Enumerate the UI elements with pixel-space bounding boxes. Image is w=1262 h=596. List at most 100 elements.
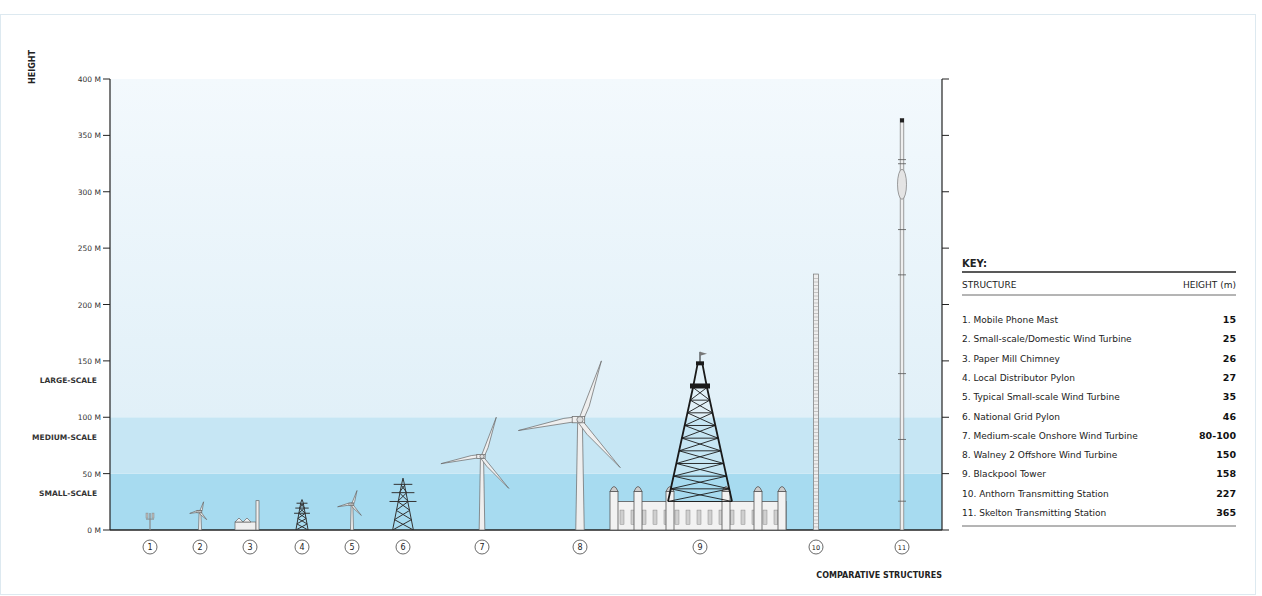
band-label: LARGE-SCALE — [40, 376, 97, 385]
brace — [401, 484, 407, 492]
tick-label: 400 M — [78, 75, 101, 84]
rung — [814, 460, 819, 461]
category-circle — [693, 540, 707, 554]
window — [730, 510, 734, 524]
category-circle — [475, 540, 489, 554]
rung — [814, 285, 819, 286]
rung — [814, 306, 819, 307]
key-name: 5. Typical Small-scale Wind Turbine — [962, 392, 1120, 402]
rung — [814, 404, 819, 405]
rung — [814, 331, 819, 332]
brace — [393, 520, 412, 530]
crossarm — [392, 492, 415, 493]
brace — [299, 503, 303, 508]
nacelle — [349, 503, 354, 505]
crossarm — [297, 503, 308, 504]
brace — [671, 489, 732, 502]
rung — [814, 457, 819, 458]
category-label: 4 — [299, 543, 304, 552]
rung — [814, 327, 819, 328]
rung — [814, 401, 819, 402]
tower — [479, 456, 485, 530]
brace — [676, 451, 721, 464]
bands — [110, 79, 942, 530]
peak — [403, 478, 404, 483]
structure — [235, 501, 259, 530]
rung — [679, 450, 721, 451]
category-label: 11 — [898, 544, 906, 552]
antenna — [152, 513, 154, 518]
turret — [666, 491, 674, 530]
rung — [814, 450, 819, 451]
rung — [814, 464, 819, 465]
category-circle — [243, 540, 257, 554]
rung — [814, 334, 819, 335]
brace — [300, 503, 304, 508]
rung — [814, 282, 819, 283]
rung — [814, 422, 819, 423]
category-label: 2 — [197, 543, 202, 552]
building — [235, 522, 256, 530]
structure — [518, 361, 620, 530]
rung — [814, 443, 819, 444]
crossarm — [295, 508, 308, 509]
x-axis-title: COMPARATIVE STRUCTURES — [816, 571, 942, 580]
rung — [814, 436, 819, 437]
rung — [814, 380, 819, 381]
rung — [814, 513, 819, 514]
peak — [302, 500, 303, 503]
brace — [296, 524, 307, 530]
key-rule — [962, 526, 1236, 527]
blade — [480, 456, 508, 488]
rung — [814, 429, 819, 430]
rung — [814, 390, 819, 391]
key-value: 150 — [1216, 449, 1236, 460]
rung — [814, 324, 819, 325]
category-label: 10 — [812, 544, 820, 552]
crossbar — [898, 274, 906, 275]
brace — [297, 518, 306, 523]
rung — [814, 362, 819, 363]
category-circle — [895, 540, 909, 554]
rung — [814, 303, 819, 304]
tick — [103, 530, 110, 531]
category-circle — [345, 540, 359, 554]
tick — [942, 304, 949, 305]
tick — [942, 473, 949, 474]
window — [774, 510, 778, 524]
key-name: 6. National Grid Pylon — [962, 412, 1060, 422]
blade — [518, 417, 580, 431]
rung — [814, 317, 819, 318]
rung — [814, 320, 819, 321]
rung — [814, 509, 819, 510]
key-rule — [962, 295, 1236, 296]
category-label: 3 — [247, 543, 252, 552]
structure — [294, 500, 310, 530]
brace — [676, 463, 726, 476]
rung — [814, 341, 819, 342]
rung — [814, 485, 819, 486]
rung — [814, 495, 819, 496]
brace — [394, 510, 409, 519]
nacelle — [572, 417, 585, 423]
tick-label: 200 M — [78, 301, 101, 310]
brace — [297, 524, 308, 530]
tick — [103, 135, 110, 136]
crossbar — [898, 163, 906, 164]
brace — [693, 387, 710, 400]
brace — [398, 501, 410, 510]
key-name: 8. Walney 2 Offshore Wind Turbine — [962, 450, 1118, 460]
blade — [351, 504, 361, 515]
key-name: 7. Medium-scale Onshore Wind Turbine — [962, 431, 1138, 441]
rung — [814, 338, 819, 339]
brace — [299, 513, 307, 518]
crossbar — [898, 501, 906, 502]
dome — [610, 486, 618, 491]
rung — [682, 438, 718, 439]
tick-label: 50 M — [83, 470, 101, 479]
rung — [814, 439, 819, 440]
nacelle — [197, 510, 202, 512]
rung — [814, 387, 819, 388]
rung — [814, 313, 819, 314]
key-value: 46 — [1223, 411, 1237, 422]
